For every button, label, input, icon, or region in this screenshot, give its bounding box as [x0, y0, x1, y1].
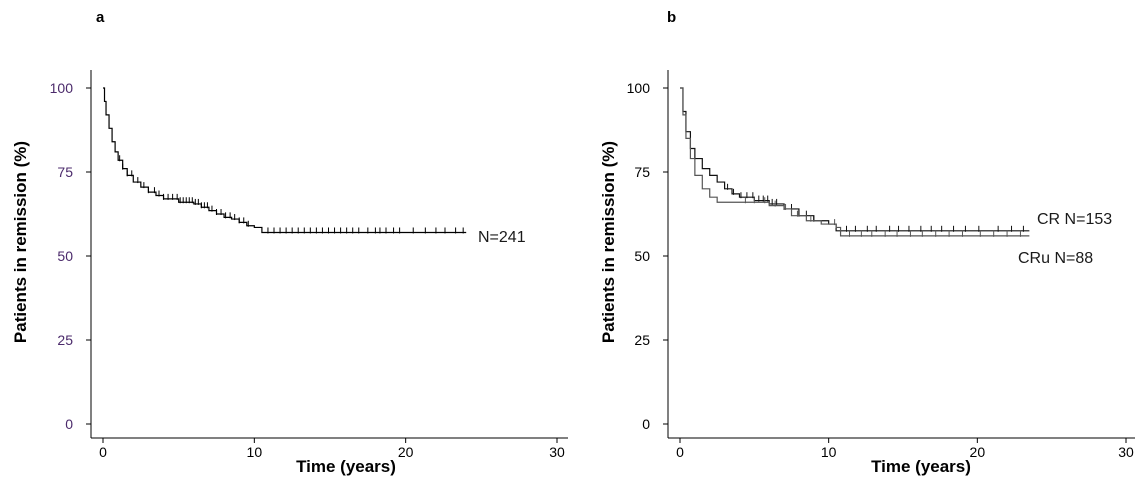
panel-b-series-1-curve — [680, 87, 1030, 237]
panel-a-x-tick-label-0: 0 — [99, 444, 107, 460]
panel-a-x-tick-label-10: 10 — [247, 444, 263, 460]
panel-a-series-0-curve — [103, 87, 467, 234]
panel-b-x-axis-title: Time (years) — [871, 457, 971, 476]
panel-a-y-ticks: 0 25 50 75 100 — [50, 80, 91, 432]
panel-a-y-tick-label-75: 75 — [57, 164, 73, 180]
panel-a-x-tick-label-20: 20 — [398, 444, 414, 460]
panel-b-y-tick-label-75: 75 — [634, 164, 650, 180]
panel-b-x-tick-label-20: 20 — [970, 444, 986, 460]
panel-a-x-axis-title: Time (years) — [296, 457, 396, 476]
panel-b-x-tick-label-10: 10 — [821, 444, 837, 460]
panel-a-x-tick-label-30: 30 — [549, 444, 565, 460]
panel-a-plot-area — [103, 87, 467, 234]
panel-b: b 0 25 50 75 100 0 10 20 30 Time (years) Patien… — [599, 9, 1135, 476]
panel-a-x-ticks: 0 10 20 30 — [99, 438, 565, 460]
panel-a-y-tick-label-25: 25 — [57, 332, 73, 348]
panel-b-series-0-curve — [680, 87, 1030, 232]
panel-a-y-tick-label-0: 0 — [65, 416, 73, 432]
panel-b-series-label-cru: CRu N=88 — [1018, 250, 1093, 267]
panel-a: a 0 25 50 75 100 0 10 20 30 Time (years) Patien… — [11, 9, 568, 476]
panel-a-y-axis-title: Patients in remission (%) — [11, 141, 30, 343]
panel-b-y-axis-title: Patients in remission (%) — [599, 141, 618, 343]
panel-b-y-ticks: 0 25 50 75 100 — [627, 80, 668, 432]
panel-b-label: b — [667, 9, 676, 26]
panel-a-label: a — [96, 9, 105, 26]
panel-b-y-tick-label-0: 0 — [642, 416, 650, 432]
panel-a-series-label-all: N=241 — [478, 229, 526, 246]
panel-b-plot-area — [680, 87, 1030, 237]
panel-b-series-label-cr: CR N=153 — [1037, 211, 1112, 228]
panel-a-y-tick-label-100: 100 — [50, 80, 74, 96]
panel-b-x-tick-label-30: 30 — [1118, 444, 1134, 460]
panel-b-x-tick-label-0: 0 — [676, 444, 684, 460]
panel-b-y-tick-label-50: 50 — [634, 248, 650, 264]
panel-a-y-tick-label-50: 50 — [57, 248, 73, 264]
panel-b-x-ticks: 0 10 20 30 — [676, 438, 1134, 460]
panel-b-y-tick-label-100: 100 — [627, 80, 651, 96]
panel-b-y-tick-label-25: 25 — [634, 332, 650, 348]
